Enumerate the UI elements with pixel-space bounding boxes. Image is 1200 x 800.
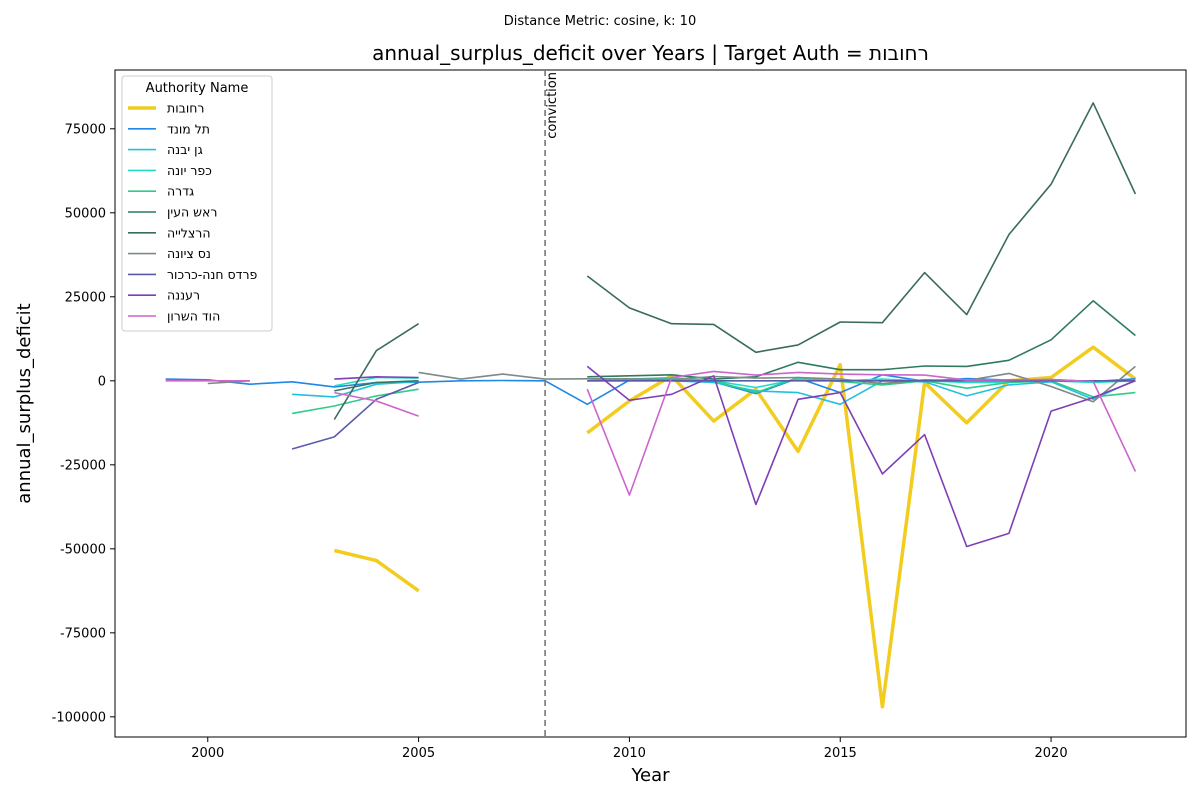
y-tick-label: 75000 [65, 122, 106, 137]
series-line-10 [334, 391, 419, 417]
conviction-label: conviction [545, 72, 560, 139]
legend-entry: הרצלייה [167, 225, 211, 240]
x-axis-label: Year [630, 765, 670, 786]
series-line-6 [333, 323, 420, 420]
series-line-8 [291, 381, 419, 450]
legend-entry: רחובות [167, 101, 204, 116]
legend-entry: פרדס חנה-כרכור [167, 267, 258, 282]
y-tick-label: 25000 [65, 290, 106, 305]
x-tick-label: 2015 [824, 746, 857, 761]
y-tick-label: -50000 [60, 542, 106, 557]
series-line-9 [586, 365, 1136, 548]
series-line-7 [418, 365, 1136, 403]
y-tick-label: 0 [98, 374, 106, 389]
legend-entry: גדרה [167, 184, 194, 199]
legend-entry: תל מונד [167, 121, 210, 136]
y-tick-label: -75000 [60, 626, 106, 641]
series-line-5 [587, 299, 1136, 380]
legend-entry: רעננה [167, 288, 200, 303]
legend-entry: ראש העין [167, 205, 217, 220]
series-line-9 [334, 375, 419, 380]
series-line-4 [291, 388, 419, 415]
series-line-0 [333, 548, 420, 593]
series-line-6 [586, 102, 1137, 354]
legend-entry: נס ציונה [167, 246, 211, 261]
legend-entry: הוד השרון [167, 309, 220, 324]
series-line-2 [292, 380, 419, 398]
legend-entry: גן יבנה [167, 142, 203, 157]
series-line-5 [334, 380, 419, 392]
x-tick-label: 2020 [1035, 746, 1068, 761]
plot-frame [114, 69, 1187, 738]
series-line-10 [586, 370, 1137, 496]
x-tick-label: 2010 [613, 746, 646, 761]
y-axis-label: annual_surplus_deficit [14, 303, 35, 503]
legend-title: Authority Name [146, 81, 249, 96]
series-line-0 [586, 345, 1137, 709]
x-tick-label: 2000 [191, 746, 224, 761]
y-tick-label: -25000 [60, 458, 106, 473]
legend-entry: כפר יונה [167, 163, 212, 178]
y-tick-label: -100000 [52, 710, 106, 725]
legend-box [121, 75, 273, 332]
chart-title: annual_surplus_deficit over Years | Targ… [372, 41, 929, 65]
y-tick-label: 50000 [65, 206, 106, 221]
figure-suptitle: Distance Metric: cosine, k: 10 [503, 14, 697, 29]
x-tick-label: 2005 [402, 746, 435, 761]
